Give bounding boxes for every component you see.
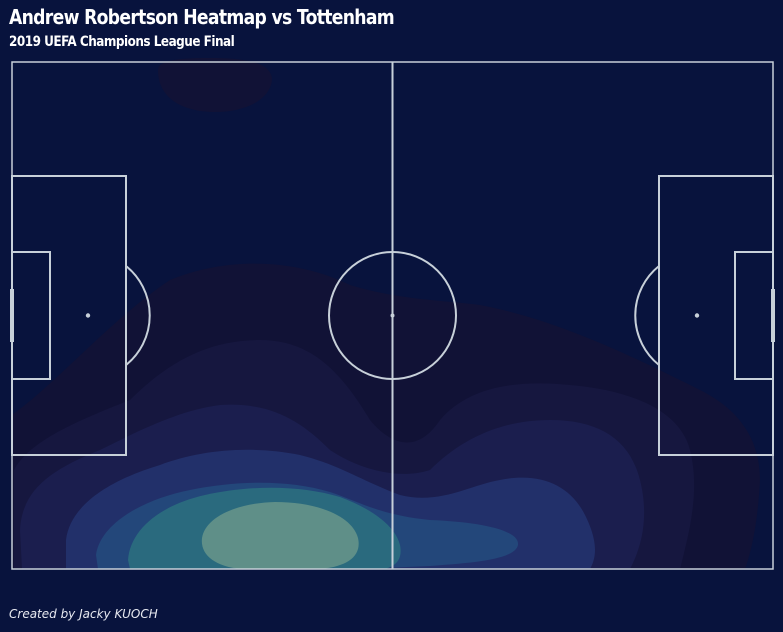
density-layer: [12, 58, 760, 569]
center-spot: [390, 313, 395, 318]
credit-text: Created by Jacky KUOCH: [9, 607, 158, 621]
right-six-yard-box: [734, 251, 774, 380]
density-level-7: [201, 502, 359, 569]
center-circle: [328, 251, 457, 380]
left-penalty-spot: [85, 313, 91, 318]
pitch-spots: [85, 313, 700, 318]
chart-title: Andrew Robertson Heatmap vs Tottenham: [9, 5, 395, 29]
density-level-1b: [158, 58, 272, 112]
left-penalty-arc: [125, 265, 151, 366]
left-six-yard-box: [11, 251, 51, 380]
right-penalty-arc: [634, 265, 660, 366]
chart-subtitle: 2019 UEFA Champions League Final: [9, 34, 235, 50]
right-penalty-spot: [694, 313, 700, 318]
